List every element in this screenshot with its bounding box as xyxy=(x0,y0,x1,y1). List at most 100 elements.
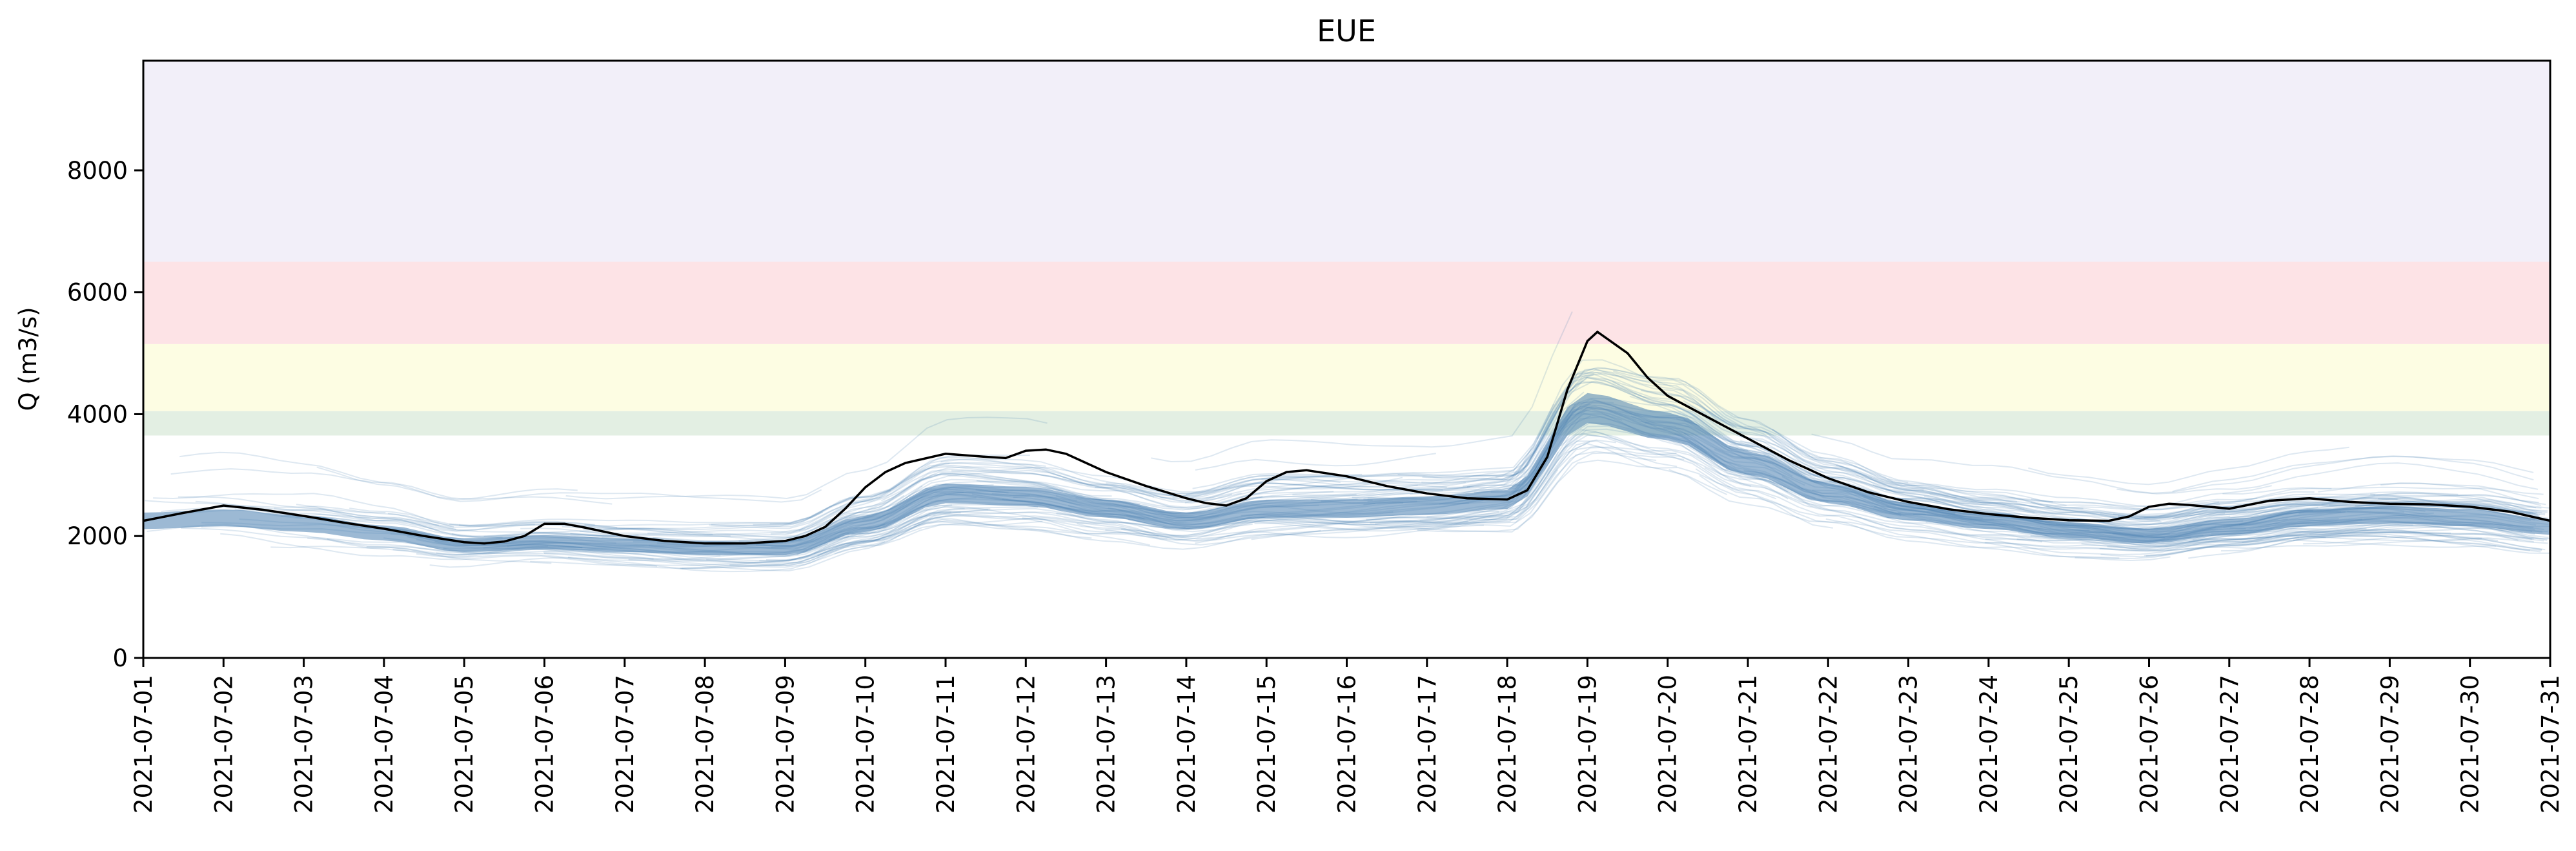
ensemble-trace xyxy=(195,500,457,530)
y-axis-label: Q (m3/s) xyxy=(14,307,42,411)
x-tick-label: 2021-07-13 xyxy=(1093,675,1121,814)
ensemble-trace xyxy=(1825,518,2548,552)
x-tick-label: 2021-07-10 xyxy=(852,675,880,814)
ensemble-trace xyxy=(1856,487,2398,531)
ensemble-trace xyxy=(274,508,595,528)
ensemble-trace xyxy=(706,506,1469,566)
ensemble-trace xyxy=(220,520,1043,569)
ensemble-trace xyxy=(729,508,991,567)
ensemble-trace xyxy=(153,493,454,528)
ensemble-trace xyxy=(1375,431,1777,525)
ensemble-trace xyxy=(798,456,1341,531)
ensemble-trace xyxy=(680,511,961,569)
ensemble-trace xyxy=(1463,371,2025,510)
ensemble-trace xyxy=(274,511,535,531)
ensemble-trace xyxy=(738,471,1141,544)
ensemble-trace xyxy=(2222,486,2544,495)
x-tick-label: 2021-07-17 xyxy=(1414,675,1441,814)
ensemble-trace xyxy=(1397,367,2220,511)
ensemble-trace xyxy=(766,520,1168,561)
ensemble-trace xyxy=(2117,494,2539,520)
observed-line xyxy=(143,330,2551,545)
ensemble-trace xyxy=(2187,497,2548,527)
x-tick-label: 2021-07-31 xyxy=(2537,675,2564,814)
ensemble-trace xyxy=(1811,433,2534,494)
y-tick-label: 6000 xyxy=(67,279,128,307)
ensemble-trace xyxy=(177,496,440,526)
ensemble-trace xyxy=(1172,374,1594,498)
x-tick-label: 2021-07-01 xyxy=(130,675,157,814)
x-tick-label: 2021-07-19 xyxy=(1574,675,1601,814)
ensemble-trace xyxy=(1292,373,2035,513)
ensemble-trace xyxy=(2211,527,2533,535)
ensemble-trace xyxy=(2380,482,2542,506)
ensemble-trace xyxy=(1121,513,1503,538)
ensemble-trace xyxy=(1184,477,1466,504)
ensemble-trace xyxy=(270,546,552,564)
ensemble-trace xyxy=(1056,469,1559,540)
ensemble-trace xyxy=(2370,493,2531,515)
ensemble-trace xyxy=(867,427,1550,511)
ensemble-trace xyxy=(647,469,1470,534)
chart-title: EUE xyxy=(1317,14,1376,48)
ensemble-trace xyxy=(2144,531,2546,557)
ensemble-trace xyxy=(1536,372,2220,518)
x-tick-label: 2021-07-24 xyxy=(1975,675,2003,814)
ensemble-trace xyxy=(2220,529,2542,552)
x-tick-label: 2021-07-20 xyxy=(1654,675,1682,814)
ensemble-trace xyxy=(628,514,1150,572)
ensemble-trace xyxy=(2018,532,2300,551)
ensemble-trace xyxy=(1695,468,2499,551)
ensemble-trace xyxy=(451,528,713,537)
ensemble-trace xyxy=(1195,453,1436,471)
y-tick-label: 0 xyxy=(112,644,128,672)
ensemble-trace xyxy=(579,462,1242,536)
ensemble-trace xyxy=(530,511,951,566)
ensemble-trace xyxy=(429,518,1092,573)
ensemble-trace xyxy=(416,553,657,568)
ensemble-trace xyxy=(2172,455,2534,493)
ensemble-trace xyxy=(1106,376,1909,495)
x-tick-label: 2021-07-30 xyxy=(2457,675,2484,814)
ensemble-trace xyxy=(1899,498,2161,522)
ensemble-trace xyxy=(1421,381,2084,509)
ensemble-trace xyxy=(834,440,1678,555)
ensemble-trace xyxy=(392,548,654,560)
ensemble-trace xyxy=(2355,504,2536,515)
x-tick-label: 2021-07-12 xyxy=(1012,675,1040,814)
ensemble-trace xyxy=(1422,373,1924,492)
x-tick-label: 2021-07-02 xyxy=(210,675,238,814)
ensemble-trace xyxy=(296,504,618,532)
x-tick-label: 2021-07-06 xyxy=(531,675,559,814)
threshold-band-3 xyxy=(143,261,2550,344)
ensemble-trace xyxy=(2028,446,2349,486)
y-tick-label: 2000 xyxy=(67,522,128,550)
ensemble-trace xyxy=(1772,429,2053,503)
ensemble-trace xyxy=(880,474,1443,502)
ensemble-trace xyxy=(914,446,1677,542)
x-tick-label: 2021-07-18 xyxy=(1494,675,1521,814)
ensemble-trace xyxy=(179,451,822,503)
ensemble-trace xyxy=(2145,535,2387,557)
y-tick-label: 8000 xyxy=(67,157,128,185)
threshold-bands xyxy=(143,61,2550,436)
ensemble-trace xyxy=(2113,503,2395,518)
ensemble-trace xyxy=(147,524,849,564)
ensemble-traces xyxy=(143,311,2550,573)
x-tick-label: 2021-07-22 xyxy=(1814,675,1842,814)
x-tick-label: 2021-07-08 xyxy=(691,675,719,814)
ensemble-trace xyxy=(1668,469,2171,562)
ensemble-trace xyxy=(383,524,886,560)
ensemble-trace xyxy=(1984,535,2326,548)
threshold-band-2 xyxy=(143,343,2550,411)
ensemble-trace xyxy=(951,378,1574,500)
ensemble-trace xyxy=(1564,367,2067,506)
ensemble-trace xyxy=(2118,497,2540,519)
ensemble-trace xyxy=(1836,464,2258,508)
x-tick-label: 2021-07-03 xyxy=(290,675,318,814)
ensemble-trace xyxy=(2309,533,2531,551)
x-tick-label: 2021-07-23 xyxy=(1895,675,1923,814)
ensemble-trace xyxy=(1648,435,2451,542)
ensemble-trace xyxy=(1141,477,1403,493)
